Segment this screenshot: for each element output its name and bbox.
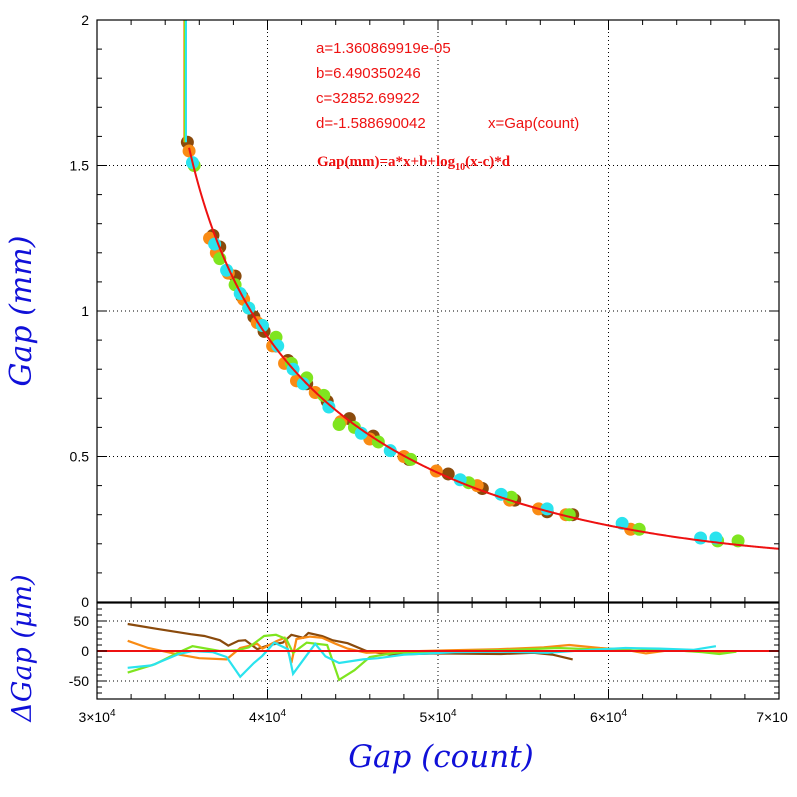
x-tick-base: 7×10 <box>756 709 788 725</box>
main-data-points <box>180 135 745 548</box>
residual-y-tick-label: -50 <box>69 673 89 689</box>
main-grid <box>97 20 779 602</box>
x-tick-exponent: 4 <box>451 708 457 719</box>
x-axis-title: Gap (count) <box>348 739 534 775</box>
data-point <box>317 388 331 402</box>
fit-equation-subscript: 10 <box>455 162 465 173</box>
main-y-tick-label: 0 <box>81 594 89 610</box>
x-tick-exponent: 4 <box>110 708 116 719</box>
main-y-tick-label: 2 <box>81 12 89 28</box>
data-point <box>271 339 285 353</box>
residual-y-axis-title: ΔGap (μm) <box>7 574 38 722</box>
x-tick-base: 5×10 <box>419 709 451 725</box>
param-b-label: b=6.490350246 <box>316 65 421 82</box>
residual-series-line <box>127 622 573 661</box>
main-y-tick-label: 1 <box>81 303 89 319</box>
x-tick-base: 6×10 <box>590 709 622 725</box>
data-point <box>383 444 397 458</box>
fit-parameters-annotation: a=1.360869919e-05 b=6.490350246 c=32852.… <box>316 40 579 173</box>
fit-curve-group <box>183 20 780 550</box>
residual-lines <box>97 622 779 682</box>
residual-series-line <box>127 633 737 682</box>
data-point <box>441 467 455 481</box>
x-definition-label: x=Gap(count) <box>488 115 579 132</box>
main-y-axis-title: Gap (mm) <box>4 236 39 387</box>
x-tick-exponent: 4 <box>280 708 286 719</box>
residual-y-tick-label: 50 <box>73 613 89 629</box>
residual-y-tick-label: 0 <box>81 643 89 659</box>
fit-equation-suffix: (x-c)*d <box>465 154 511 170</box>
fit-equation: Gap(mm)=a*x+b+log10(x-c)*d <box>317 154 511 173</box>
x-tick-label: 5×104 <box>419 708 457 725</box>
data-point <box>296 377 310 391</box>
data-point <box>322 400 336 414</box>
axis-ticks <box>96 19 780 700</box>
fit-equation-prefix: Gap(mm)=a*x+b+log <box>317 154 456 170</box>
x-tick-label: 4×104 <box>249 708 287 725</box>
main-y-tick-label: 1.5 <box>70 158 90 174</box>
x-tick-exponent: 4 <box>621 708 627 719</box>
param-c-label: c=32852.69922 <box>316 90 420 107</box>
data-point <box>632 522 646 536</box>
param-d-label: d=-1.588690042 <box>316 115 426 132</box>
x-tick-label: 3×104 <box>78 708 116 725</box>
x-tick-label: 6×104 <box>590 708 628 725</box>
x-tick-base: 4×10 <box>249 709 281 725</box>
param-a-label: a=1.360869919e-05 <box>316 40 451 57</box>
x-tick-base: 3×10 <box>78 709 110 725</box>
fit-curve <box>188 147 780 550</box>
data-point <box>255 319 269 333</box>
data-point <box>694 531 708 545</box>
data-point <box>332 417 346 431</box>
main-y-tick-label: 0.5 <box>70 449 90 465</box>
data-point <box>354 426 368 440</box>
x-tick-label: 7×10 <box>756 709 788 725</box>
